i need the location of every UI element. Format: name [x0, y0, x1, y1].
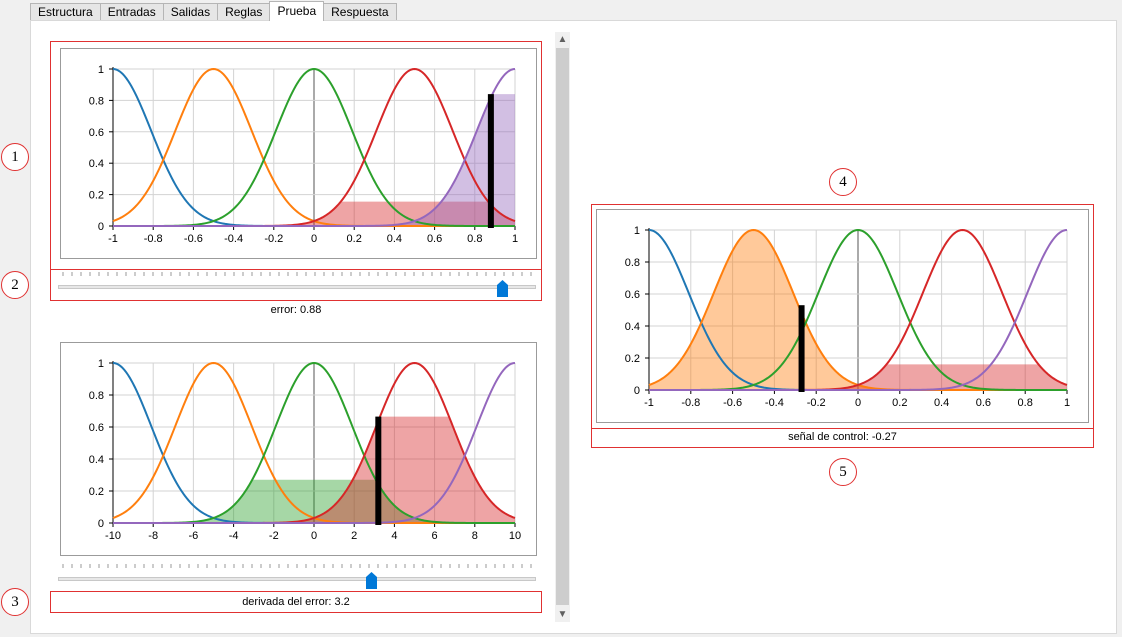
chart-svg: -10 -8 -6 -4 -2 0 2 4 6 8 10 0 0.2 0.4 0.6 0.8 1: [89, 358, 521, 542]
x-tick-label: -2: [269, 530, 279, 542]
marker-3: 3: [1, 588, 29, 616]
scroll-down-icon[interactable]: ▼: [557, 609, 568, 620]
annotation-box-error-slider: [50, 269, 542, 301]
x-tick-label: 4: [391, 530, 397, 542]
y-tick-label: 0.6: [89, 127, 104, 139]
activation-fill-purple: [113, 94, 515, 226]
error-slider-handle[interactable]: [497, 280, 509, 297]
current-value-marker: [375, 416, 382, 525]
marker-4: 4: [829, 168, 857, 196]
y-tick-label: 0: [98, 518, 104, 530]
x-tick-label: 0: [855, 397, 861, 409]
x-tick-label: 0.4: [934, 397, 949, 409]
derivada-slider-track[interactable]: [58, 577, 536, 581]
derivada-slider-ticks: [62, 564, 532, 568]
tab-entradas[interactable]: Entradas: [99, 3, 164, 21]
x-tick-label: 0.2: [892, 397, 907, 409]
x-tick-label: -0.6: [723, 397, 742, 409]
x-tick-label: -10: [105, 530, 121, 542]
derivada-membership-chart: -10 -8 -6 -4 -2 0 2 4 6 8 10 0 0.2 0.4 0.6 0.8 1: [60, 342, 537, 556]
derivada-value-label: derivada del error: 3.2: [242, 596, 350, 608]
marker-1: 1: [1, 143, 29, 171]
activation-fill-orange: [649, 230, 1067, 390]
x-tick-label: -1: [108, 233, 118, 245]
x-tick-label: 1: [1064, 397, 1070, 409]
x-tick-label: 1: [512, 233, 518, 245]
tab-estructura[interactable]: Estructura: [30, 3, 101, 21]
error-slider[interactable]: [58, 271, 536, 297]
x-tick-label: 10: [509, 530, 521, 542]
x-tick-label: -0.6: [184, 233, 203, 245]
membership-curve-purple: [649, 229, 1068, 391]
annotation-box-derivada-label: [50, 591, 542, 613]
marker-5: 5: [829, 458, 857, 486]
x-tick-label: -4: [229, 530, 239, 542]
x-tick-label: 0.4: [387, 233, 402, 245]
x-tick-label: -0.8: [681, 397, 700, 409]
y-tick-label: 0.8: [625, 257, 640, 269]
membership-curve-purple: [113, 362, 516, 524]
y-tick-label: 0.6: [625, 289, 640, 301]
error-slider-ticks: [62, 272, 532, 276]
y-tick-label: 0.4: [89, 158, 104, 170]
activation-fill-red: [649, 364, 1067, 390]
annotation-box-control-label: [591, 428, 1094, 448]
x-tick-label: -0.2: [264, 233, 283, 245]
x-tick-label: -0.8: [144, 233, 163, 245]
tab-respuesta[interactable]: Respuesta: [323, 3, 397, 21]
chart-svg: -1 -0.8 -0.6 -0.4 -0.2 0 0.2 0.4 0.6 0.8 1 0 0.2 0.4 0…: [625, 225, 1070, 409]
derivada-slider[interactable]: [58, 563, 536, 589]
x-tick-label: 0: [311, 530, 317, 542]
y-tick-label: 1: [98, 64, 104, 76]
y-tick-label: 0.6: [89, 422, 104, 434]
error-slider-track[interactable]: [58, 285, 536, 289]
chart-svg: -1 -0.8 -0.6 -0.4 -0.2 0 0.2 0.4 0.6 0.8 1 0 0.2 0.4 0…: [89, 64, 518, 245]
x-tick-label: -6: [189, 530, 199, 542]
tab-bar: Estructura Entradas Salidas Reglas Prueb…: [30, 1, 397, 21]
activation-fill-red: [113, 416, 515, 523]
y-tick-label: 0.2: [625, 353, 640, 365]
y-tick-label: 1: [634, 225, 640, 237]
x-tick-label: 6: [432, 530, 438, 542]
y-tick-label: 0.4: [625, 321, 640, 333]
x-tick-label: 0.8: [467, 233, 482, 245]
membership-curve-purple: [113, 68, 516, 227]
x-tick-label: -8: [148, 530, 158, 542]
vertical-scrollbar[interactable]: ▲ ▼: [555, 32, 570, 622]
y-tick-label: 0.4: [89, 454, 104, 466]
tab-prueba[interactable]: Prueba: [269, 1, 325, 21]
current-value-marker: [798, 305, 805, 392]
y-tick-label: 0: [98, 221, 104, 233]
activation-fill-green: [113, 479, 515, 523]
scroll-up-icon[interactable]: ▲: [557, 34, 568, 45]
current-value-marker: [487, 94, 494, 228]
tab-reglas[interactable]: Reglas: [217, 3, 271, 21]
x-tick-label: -1: [644, 397, 654, 409]
x-tick-label: 0.2: [347, 233, 362, 245]
y-tick-label: 1: [98, 358, 104, 370]
x-tick-label: 2: [351, 530, 357, 542]
derivada-slider-handle[interactable]: [366, 572, 378, 589]
x-tick-label: 0.6: [976, 397, 991, 409]
error-membership-chart: -1 -0.8 -0.6 -0.4 -0.2 0 0.2 0.4 0.6 0.8 1 0 0.2 0.4 0…: [60, 48, 537, 259]
x-tick-label: 0.8: [1018, 397, 1033, 409]
y-tick-label: 0.8: [89, 95, 104, 107]
x-tick-label: -0.4: [765, 397, 784, 409]
x-tick-label: 8: [472, 530, 478, 542]
control-membership-chart: -1 -0.8 -0.6 -0.4 -0.2 0 0.2 0.4 0.6 0.8 1 0 0.2 0.4 0…: [596, 209, 1089, 423]
y-tick-label: 0: [634, 385, 640, 397]
x-tick-label: 0: [311, 233, 317, 245]
tab-salidas[interactable]: Salidas: [162, 3, 219, 21]
activation-fill-red: [113, 201, 515, 226]
y-tick-label: 0.2: [89, 486, 104, 498]
control-value-label: señal de control: -0.27: [788, 431, 897, 443]
x-tick-label: 0.6: [427, 233, 442, 245]
x-tick-label: -0.4: [224, 233, 243, 245]
x-tick-label: -0.2: [807, 397, 826, 409]
error-value-label: error: 0.88: [270, 304, 322, 316]
scrollbar-thumb[interactable]: [556, 48, 569, 605]
y-tick-label: 0.2: [89, 190, 104, 202]
marker-2: 2: [1, 271, 29, 299]
y-tick-label: 0.8: [89, 390, 104, 402]
